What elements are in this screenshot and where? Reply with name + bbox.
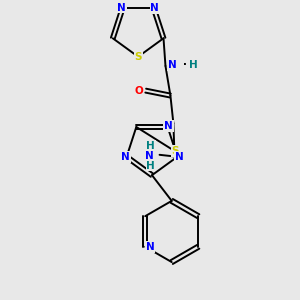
Text: H: H (146, 141, 155, 151)
Text: S: S (134, 52, 142, 62)
Text: N: N (175, 152, 184, 162)
Text: N: N (168, 60, 177, 70)
Text: N: N (150, 4, 159, 14)
Text: N: N (164, 121, 173, 131)
Text: N: N (145, 151, 154, 161)
Text: H: H (189, 60, 197, 70)
Text: ·: · (183, 60, 187, 70)
Text: H: H (146, 161, 155, 171)
Text: N: N (117, 2, 126, 13)
Text: N: N (121, 152, 130, 162)
Text: N: N (146, 242, 154, 252)
Text: O: O (134, 85, 143, 96)
Text: S: S (172, 146, 179, 156)
